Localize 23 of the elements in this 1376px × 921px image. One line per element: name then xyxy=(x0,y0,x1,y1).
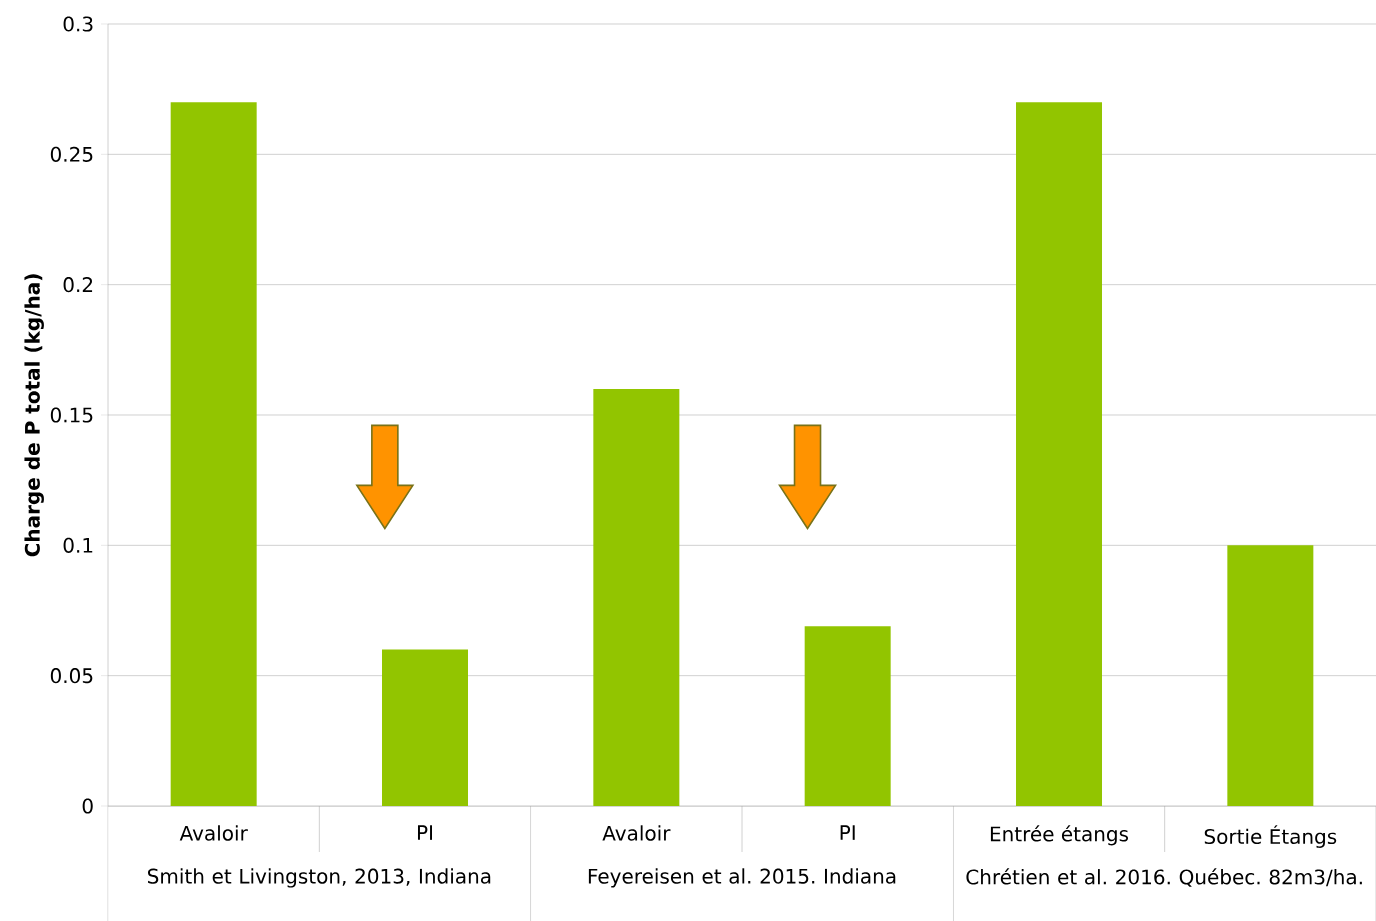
bar xyxy=(1227,545,1314,806)
x-tick-label: Entrée étangs xyxy=(990,825,1129,846)
x-tick-label: Avaloir xyxy=(179,825,248,841)
bar xyxy=(1016,102,1103,806)
y-tick-label: 0.2 xyxy=(63,277,93,293)
y-axis-title: Charge de P total (kg/ha) xyxy=(24,274,44,557)
y-tick-label: 0.05 xyxy=(50,668,93,684)
y-tick-label: 0.25 xyxy=(50,146,93,162)
bar xyxy=(170,102,257,806)
bar xyxy=(593,388,680,806)
y-tick-label: 0.15 xyxy=(50,407,93,423)
text: Feyereisen et al. 2015. Indiana xyxy=(588,868,896,888)
x-tick-label: Sortie Étangs xyxy=(1204,825,1337,848)
text: Smith et Livingston, 2013, Indiana xyxy=(147,868,491,888)
y-tick-label: 0.3 xyxy=(63,16,93,32)
text: Chrétien et al. 2016. Québec. 82m3/ha. xyxy=(966,868,1362,887)
x-tick-label: Avaloir xyxy=(602,825,671,841)
bar xyxy=(804,626,891,806)
x-tick-label: PI xyxy=(840,825,855,840)
x-tick-label: PI xyxy=(417,825,433,840)
y-tick-label: 0 xyxy=(82,798,93,814)
y-tick-label: 0.1 xyxy=(63,537,93,553)
bar xyxy=(382,649,469,806)
